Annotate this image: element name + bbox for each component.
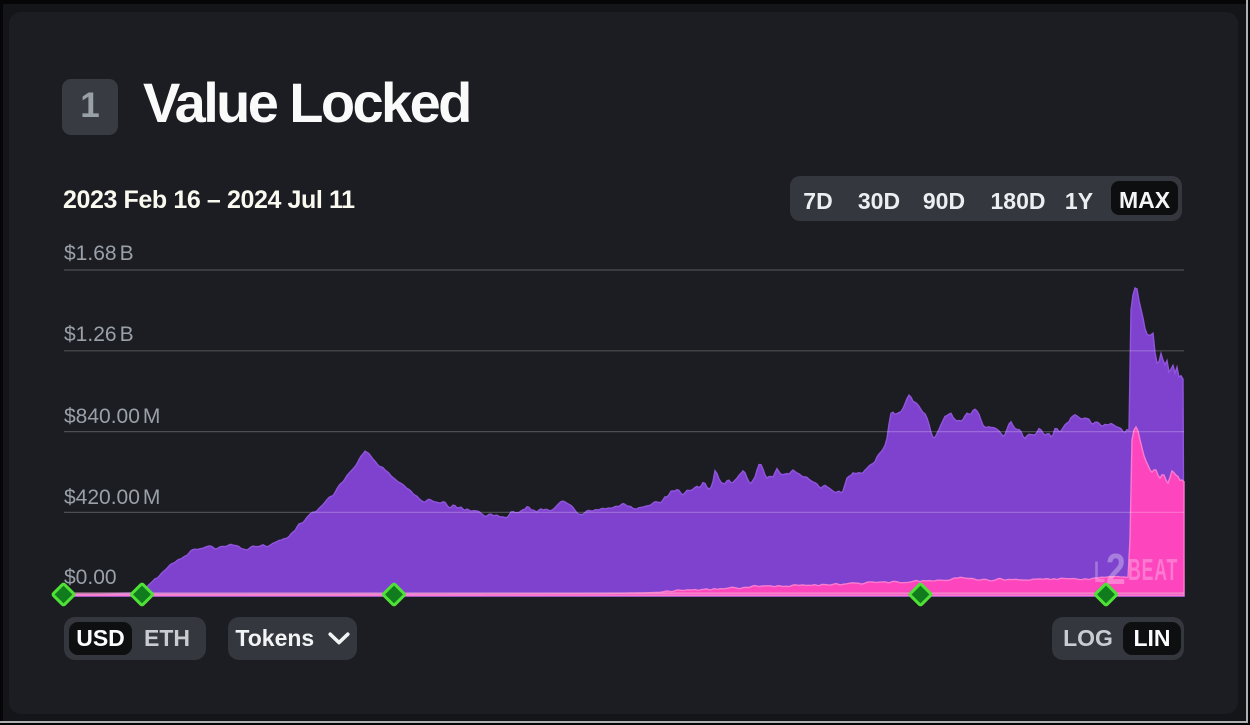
svg-text:BEAT: BEAT xyxy=(1128,553,1178,587)
svg-text:L: L xyxy=(1094,557,1105,590)
svg-text:2: 2 xyxy=(1106,545,1126,594)
